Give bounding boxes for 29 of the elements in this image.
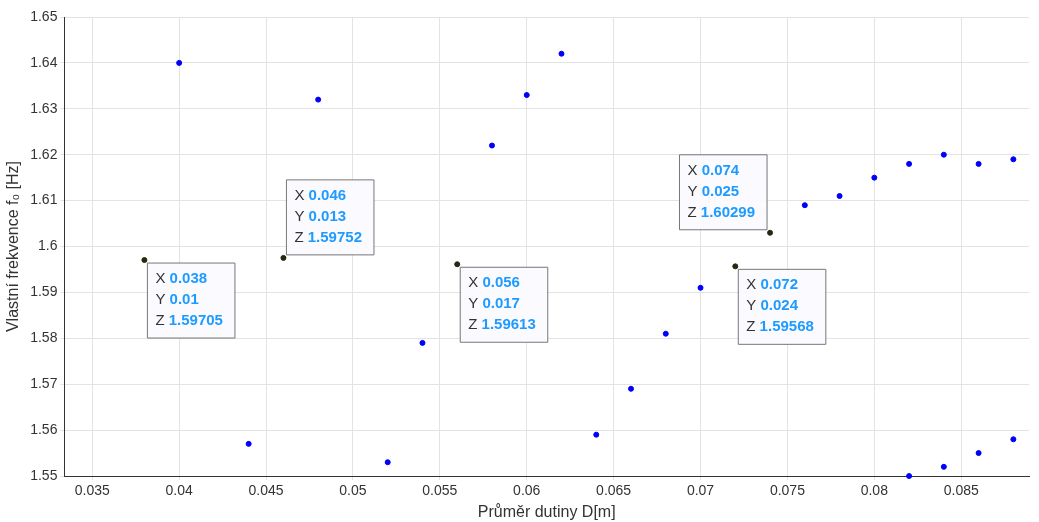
annotation: X 0.074 Y 0.025 Z 1.60299 (687, 160, 756, 220)
x-tick-label: 0.05 (339, 482, 367, 499)
y-tick-label: 1.58 (30, 329, 58, 346)
x-tick-label: 0.06 (513, 482, 541, 499)
annotation: X 0.056 Y 0.017 Z 1.59613 (468, 273, 536, 333)
y-tick-label: 1.65 (30, 7, 58, 24)
y-tick-label: 1.55 (30, 466, 58, 483)
y-tick-label: 1.62 (30, 145, 58, 162)
y-tick-label: 1.64 (30, 53, 58, 70)
x-tick-label: 0.065 (596, 482, 632, 499)
x-tick-label: 0.04 (165, 482, 193, 499)
x-tick-label: 0.045 (248, 482, 284, 499)
y-tick-label: 1.61 (30, 191, 58, 208)
x-tick-label: 0.075 (769, 482, 806, 499)
x-tick-label: 0.055 (422, 482, 458, 499)
y-axis-title: Vlastní frekvence f₀ [Hz] (4, 160, 22, 333)
annotation: X 0.046 Y 0.013 Z 1.59752 (294, 186, 362, 246)
x-tick-label: 0.085 (943, 482, 979, 499)
annotation: X 0.072 Y 0.024 Z 1.59568 (746, 275, 814, 335)
x-tick-label: 0.07 (686, 482, 715, 499)
annotation: X 0.038 Y 0.01 Z 1.59705 (155, 269, 223, 329)
x-tick-label: 0.035 (74, 482, 110, 499)
y-tick-label: 1.56 (30, 420, 58, 437)
y-tick-label: 1.63 (30, 99, 58, 116)
x-axis-title: Průměr dutiny D[m] (477, 502, 616, 520)
y-tick-label: 1.59 (30, 283, 58, 300)
y-tick-label: 1.57 (30, 375, 58, 392)
x-tick-label: 0.08 (860, 482, 889, 499)
y-tick-label: 1.6 (37, 237, 58, 254)
